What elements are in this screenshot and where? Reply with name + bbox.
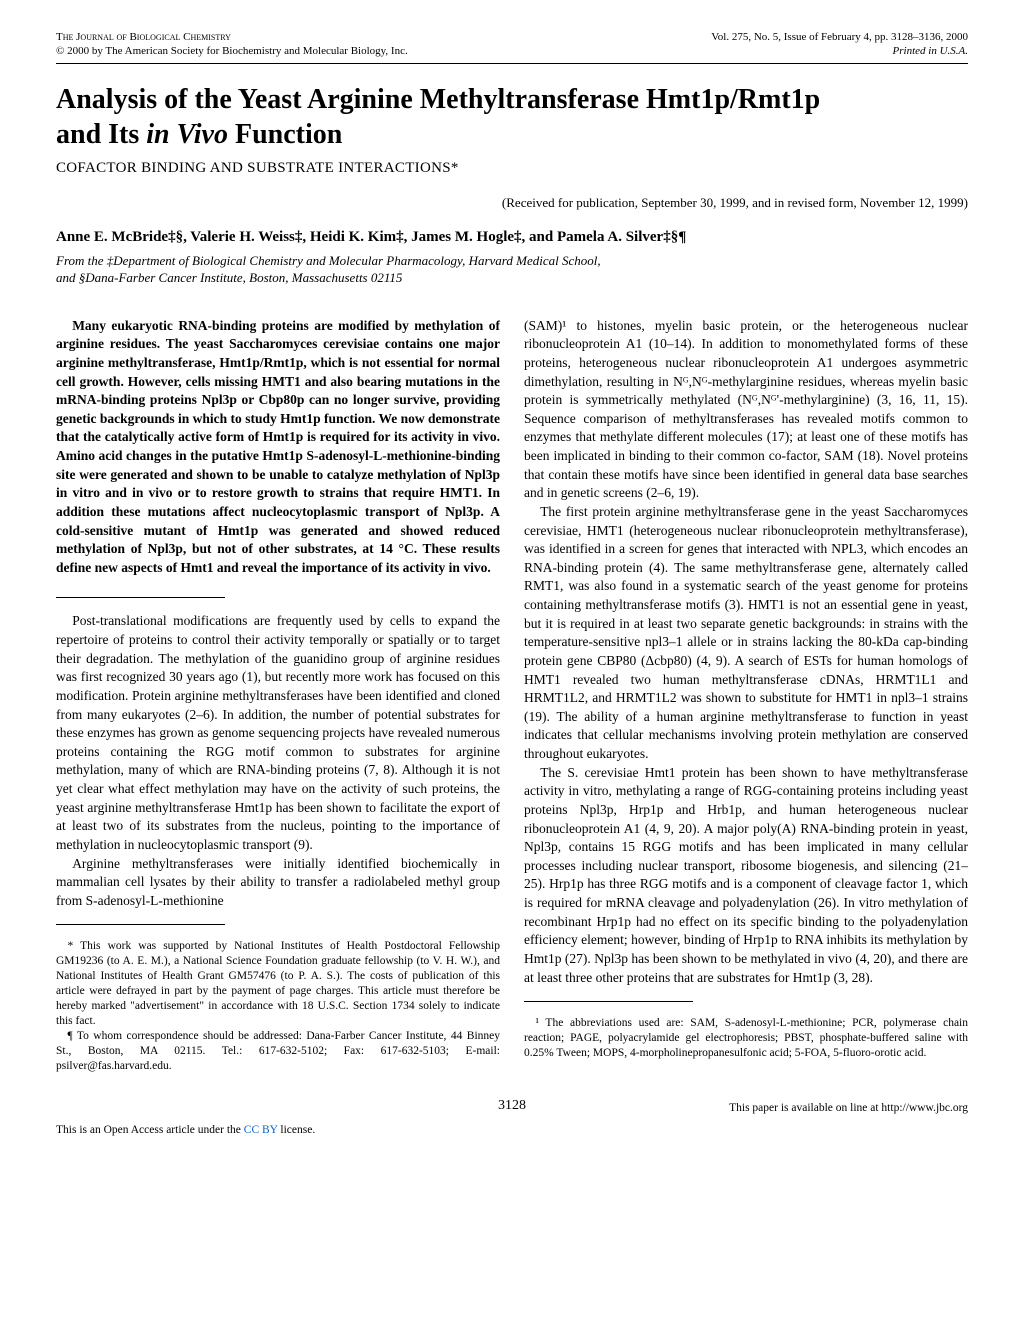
article-subtitle: COFACTOR BINDING AND SUBSTRATE INTERACTI…: [56, 160, 968, 177]
online-note: This paper is available on line at http:…: [664, 1102, 968, 1114]
title-line-2b: Function: [228, 119, 342, 150]
license-line: This is an Open Access article under the…: [56, 1124, 968, 1136]
two-column-body: Many eukaryotic RNA-binding proteins are…: [56, 317, 968, 1074]
abstract-text: Many eukaryotic RNA-binding proteins are…: [56, 317, 500, 578]
page-number: 3128: [360, 1098, 664, 1114]
footnote-funding: * This work was supported by National In…: [56, 939, 500, 1029]
abstract-block: Many eukaryotic RNA-binding proteins are…: [56, 317, 500, 578]
body-paragraph-5: The S. cerevisiae Hmt1 protein has been …: [524, 764, 968, 988]
license-prefix: This is an Open Access article under the: [56, 1124, 244, 1136]
page-footer: 3128 This paper is available on line at …: [56, 1098, 968, 1114]
license-suffix: license.: [278, 1124, 316, 1136]
body-paragraph-2: Arginine methyltransferases were initial…: [56, 855, 500, 911]
body-text-left: Post-translational modifications are fre…: [56, 612, 500, 910]
citation-line: Vol. 275, No. 5, Issue of February 4, pp…: [711, 30, 968, 44]
copyright-line: © 2000 by The American Society for Bioch…: [56, 44, 408, 58]
title-line-1: Analysis of the Yeast Arginine Methyltra…: [56, 84, 820, 115]
title-italic: in Vivo: [146, 119, 228, 150]
abstract-body-rule: [56, 597, 225, 598]
header-rule: [56, 63, 968, 64]
affiliation-1: From the ‡Department of Biological Chemi…: [56, 253, 601, 268]
journal-header: The Journal of Biological Chemistry © 20…: [56, 30, 968, 59]
received-date: (Received for publication, September 30,…: [56, 195, 968, 211]
body-paragraph-3: (SAM)¹ to histones, myelin basic protein…: [524, 317, 968, 503]
title-line-2a: and Its: [56, 119, 146, 150]
body-text-right: (SAM)¹ to histones, myelin basic protein…: [524, 317, 968, 988]
article-title: Analysis of the Yeast Arginine Methyltra…: [56, 82, 968, 152]
license-link[interactable]: CC BY: [244, 1124, 278, 1136]
body-paragraph-1: Post-translational modifications are fre…: [56, 612, 500, 854]
affiliations: From the ‡Department of Biological Chemi…: [56, 252, 968, 287]
footnote-correspondence: ¶ To whom correspondence should be addre…: [56, 1029, 500, 1074]
journal-name: The Journal of Biological Chemistry: [56, 30, 408, 44]
body-paragraph-4: The first protein arginine methyltransfe…: [524, 503, 968, 764]
author-list: Anne E. McBride‡§, Valerie H. Weiss‡, He…: [56, 229, 968, 246]
affiliation-2: and §Dana-Farber Cancer Institute, Bosto…: [56, 270, 402, 285]
footnotes-right: ¹ The abbreviations used are: SAM, S-ade…: [524, 1016, 968, 1061]
footnote-rule-left: [56, 924, 225, 925]
footnotes-left: * This work was supported by National In…: [56, 939, 500, 1073]
printed-line: Printed in U.S.A.: [893, 45, 968, 57]
footnote-rule-right: [524, 1001, 693, 1002]
footnote-abbreviations: ¹ The abbreviations used are: SAM, S-ade…: [524, 1016, 968, 1061]
